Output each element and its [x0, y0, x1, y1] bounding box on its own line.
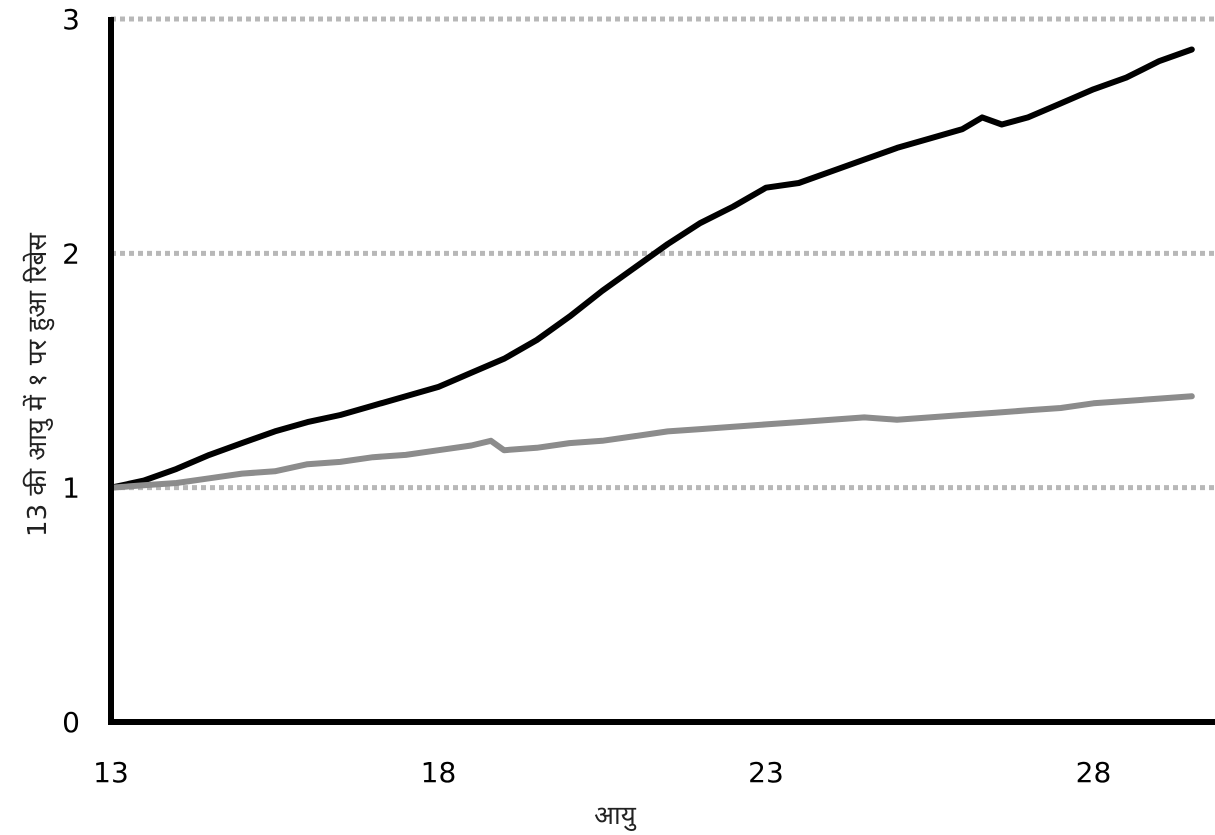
series-line-2 — [108, 393, 1195, 491]
y-tick-label: 0 — [62, 706, 80, 739]
series-line-1 — [108, 46, 1195, 491]
x-tick-label: 23 — [748, 756, 784, 789]
axes — [108, 17, 1215, 725]
y-tick-label: 3 — [62, 3, 80, 36]
y-tick-label: 2 — [62, 237, 80, 270]
x-tick-label: 18 — [421, 756, 457, 789]
x-axis-title: आयु — [594, 801, 637, 831]
x-tick-label: 13 — [93, 756, 129, 789]
y-tick-label: 1 — [62, 472, 80, 505]
gridlines — [111, 16, 1215, 491]
x-tick-label: 28 — [1076, 756, 1112, 789]
y-axis-title: 13 की आयु में १ पर हुआ रिबेस — [22, 233, 55, 537]
series-lines — [108, 46, 1195, 491]
